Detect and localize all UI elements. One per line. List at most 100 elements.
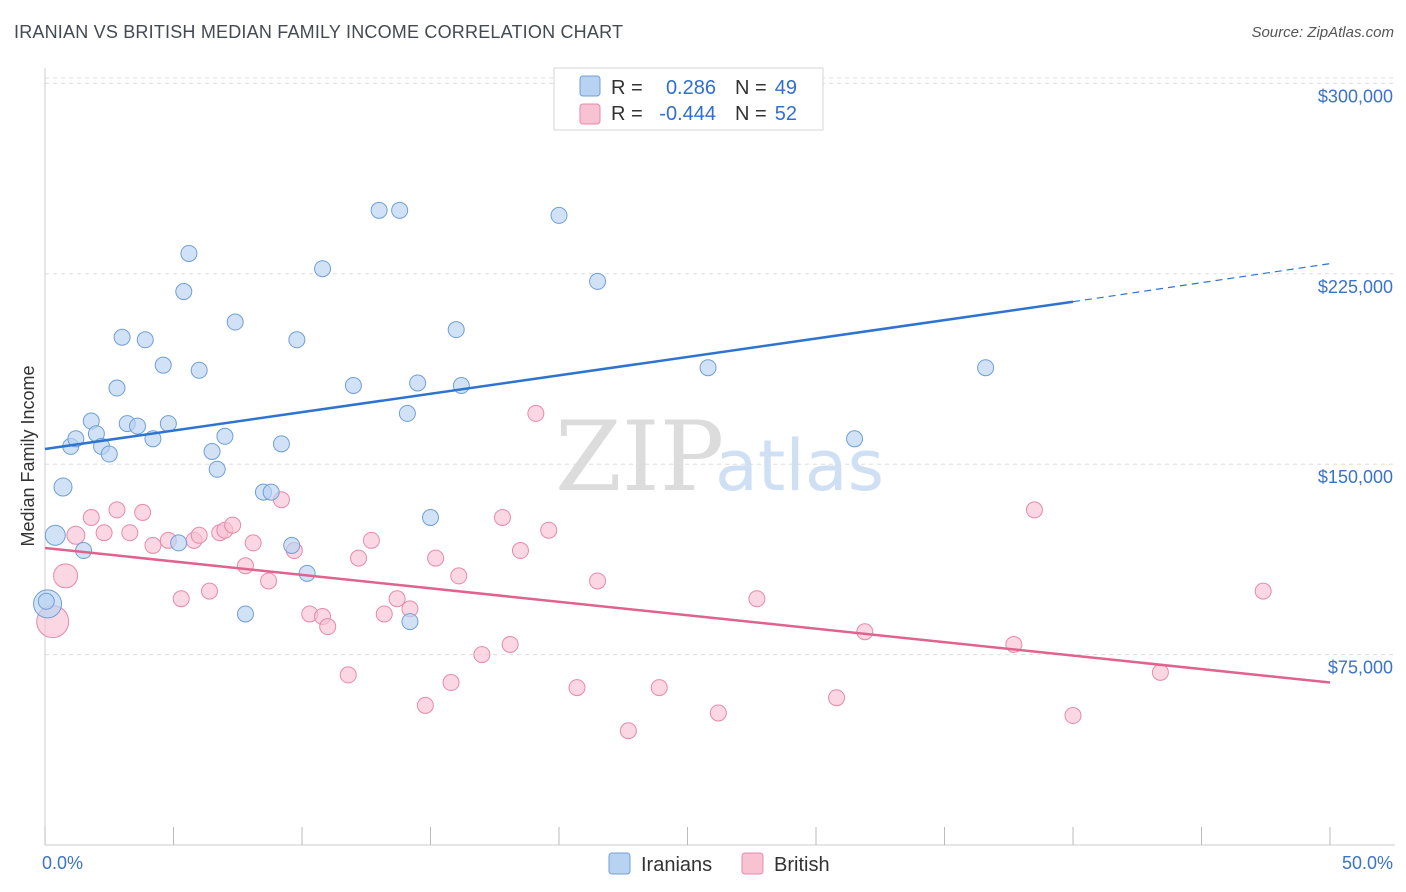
british-point-36 <box>493 509 511 527</box>
bottom-legend-british: British <box>774 854 830 876</box>
british-point-40 <box>540 521 558 539</box>
iranian-point-29 <box>272 435 290 453</box>
british-points <box>36 404 1272 740</box>
legend-n-label-2: N = <box>735 103 767 125</box>
y-tick-label-1: $150,000 <box>1318 467 1393 487</box>
iranian-points <box>33 201 995 631</box>
british-point-19 <box>260 572 278 590</box>
british-point-7 <box>134 503 152 521</box>
british-point-28 <box>375 605 393 623</box>
iranian-point-16 <box>154 356 172 374</box>
british-point-45 <box>709 704 727 722</box>
iranian-point-18 <box>170 534 188 552</box>
british-point-48 <box>856 623 874 641</box>
x-tick-labels: 0.0% 50.0% <box>42 853 1393 873</box>
iranian-point-45 <box>699 359 717 377</box>
iranian-point-48 <box>37 592 55 610</box>
british-point-42 <box>589 572 607 590</box>
legend-swatch-iranians <box>579 75 601 97</box>
x-tick-label-1: 50.0% <box>1342 853 1393 873</box>
legend-box: R = 0.286 N = 49 R = -0.444 N = 52 <box>553 67 824 131</box>
british-point-10 <box>172 590 190 608</box>
trend-lines <box>44 263 1331 684</box>
iranian-trend-extension <box>1072 263 1331 303</box>
iranian-point-35 <box>370 201 388 219</box>
iranian-point-17 <box>159 415 177 433</box>
legend-n-value-1: 49 <box>775 77 797 99</box>
british-point-4 <box>95 524 113 542</box>
british-point-43 <box>619 722 637 740</box>
iranian-point-19 <box>175 283 193 301</box>
legend-swatch-british <box>579 103 601 125</box>
british-point-25 <box>339 666 357 684</box>
british-point-12 <box>190 526 208 544</box>
british-point-3 <box>82 509 100 527</box>
iranian-point-25 <box>226 313 244 331</box>
iranian-point-40 <box>422 509 439 527</box>
y-tick-label-0: $75,000 <box>1328 658 1393 678</box>
legend-r-label-1: R = <box>611 77 643 99</box>
iranian-point-20 <box>180 244 198 262</box>
iranian-point-34 <box>344 376 362 394</box>
x-tick-label-0: 0.0% <box>42 853 83 873</box>
british-point-33 <box>442 674 460 692</box>
y-tick-label-3: $300,000 <box>1318 86 1393 106</box>
british-point-52 <box>1151 663 1169 681</box>
british-point-16 <box>224 516 242 534</box>
british-point-13 <box>200 582 218 600</box>
iranian-point-41 <box>447 321 465 339</box>
british-point-2 <box>66 525 86 545</box>
iranian-point-14 <box>136 331 154 349</box>
iranian-point-39 <box>409 374 427 392</box>
watermark-zip: ZIP <box>555 401 724 513</box>
iranian-point-2 <box>53 477 73 497</box>
british-point-35 <box>473 646 491 664</box>
british-point-34 <box>450 567 468 585</box>
legend-r-value-1: 0.286 <box>666 77 716 99</box>
bottom-legend-iranians: Iranians <box>641 854 712 876</box>
y-tick-labels: $75,000 $150,000 $225,000 $300,000 <box>1318 86 1393 677</box>
chart-title: IRANIAN VS BRITISH MEDIAN FAMILY INCOME … <box>14 22 624 42</box>
british-point-41 <box>568 679 586 697</box>
iranian-point-30 <box>283 536 301 554</box>
iranian-point-28 <box>262 483 280 501</box>
british-point-51 <box>1064 707 1082 725</box>
y-tick-label-2: $225,000 <box>1318 277 1393 297</box>
british-point-31 <box>416 696 434 714</box>
british-point-32 <box>427 549 445 567</box>
british-point-27 <box>362 531 380 549</box>
british-point-38 <box>511 542 529 560</box>
iranian-point-11 <box>113 328 131 346</box>
legend-r-value-2: -0.444 <box>659 103 716 125</box>
iranian-point-44 <box>589 272 607 290</box>
british-point-17 <box>236 557 254 575</box>
british-point-5 <box>108 501 126 519</box>
british-point-6 <box>121 524 139 542</box>
source-label: Source: ZipAtlas.com <box>1251 24 1394 41</box>
british-trend-line <box>44 546 1331 684</box>
british-point-47 <box>828 689 846 707</box>
british-point-39 <box>527 404 545 422</box>
iranian-point-24 <box>216 427 234 445</box>
bottom-legend-swatch-iranians <box>608 852 631 875</box>
axes <box>44 68 1395 846</box>
legend-n-value-2: 52 <box>775 103 797 125</box>
british-point-8 <box>144 536 162 554</box>
legend-r-label-2: R = <box>611 103 643 125</box>
british-point-50 <box>1025 501 1043 519</box>
british-point-18 <box>244 534 262 552</box>
british-point-44 <box>650 679 668 697</box>
iranian-point-32 <box>298 564 316 582</box>
british-point-37 <box>501 635 519 653</box>
y-axis-title: Median Family Income <box>18 365 38 546</box>
iranian-point-47 <box>977 359 995 377</box>
watermark: ZIP atlas <box>555 401 884 513</box>
iranian-point-22 <box>203 443 221 460</box>
british-point-53 <box>1254 582 1272 600</box>
iranian-point-13 <box>129 417 147 435</box>
british-point-24 <box>319 618 337 636</box>
iranian-point-26 <box>236 605 254 623</box>
iranian-point-23 <box>208 460 226 478</box>
bottom-legend-swatch-british <box>741 852 764 875</box>
